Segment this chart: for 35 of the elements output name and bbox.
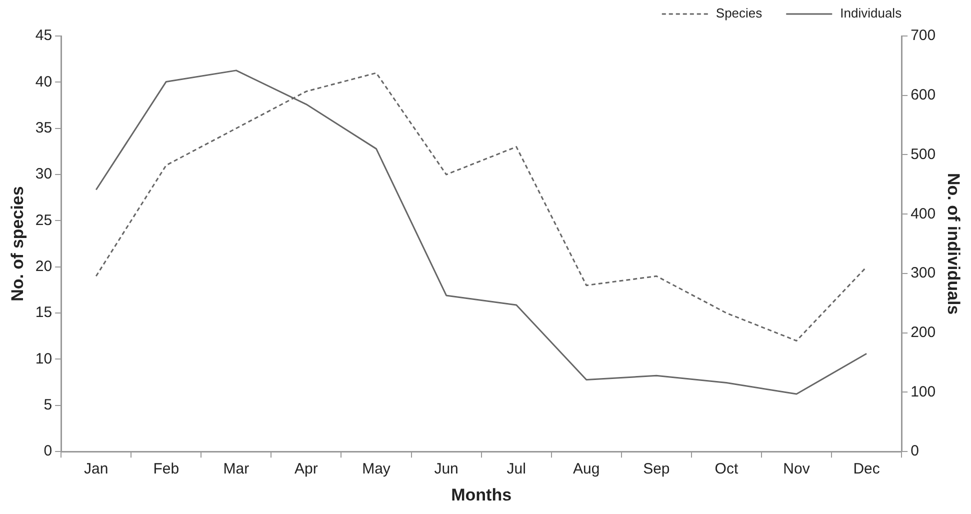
y-tick-label: 25 xyxy=(35,212,52,229)
y2-tick-label: 600 xyxy=(910,86,936,104)
y-tick-label: 35 xyxy=(35,119,52,136)
y2-axis-title: No. of individuals xyxy=(944,172,964,315)
y-tick-label: 20 xyxy=(35,258,52,276)
y-tick-label: 40 xyxy=(35,73,52,90)
y-tick-label: 45 xyxy=(35,27,52,44)
x-tick-label: May xyxy=(362,460,391,478)
x-tick-label: Aug xyxy=(573,460,600,478)
x-tick-label: Nov xyxy=(783,460,810,478)
x-tick-label: Apr xyxy=(294,460,318,478)
x-tick-label: Mar xyxy=(223,460,250,478)
y-tick-label: 10 xyxy=(35,350,52,368)
y2-tick-label: 700 xyxy=(910,27,936,44)
legend-label: Individuals xyxy=(840,6,902,21)
y2-tick-label: 200 xyxy=(910,324,936,341)
y2-tick-label: 0 xyxy=(910,442,919,460)
x-tick-label: Jan xyxy=(84,460,108,478)
y2-tick-label: 100 xyxy=(910,383,936,400)
y2-tick-label: 500 xyxy=(910,146,936,163)
y-tick-label: 5 xyxy=(44,396,52,414)
y2-tick-label: 400 xyxy=(910,205,936,222)
x-tick-label: Oct xyxy=(714,460,739,478)
x-tick-label: Feb xyxy=(153,460,180,478)
y-tick-label: 15 xyxy=(35,304,52,322)
y2-tick-label: 300 xyxy=(910,264,936,282)
y-tick-label: 0 xyxy=(44,442,52,460)
legend-label: Species xyxy=(716,6,763,21)
x-axis-title: Months xyxy=(451,485,512,504)
y-axis-title: No. of species xyxy=(8,186,27,302)
x-tick-label: Jul xyxy=(506,460,526,478)
x-tick-label: Sep xyxy=(643,460,670,478)
y-tick-label: 30 xyxy=(35,166,52,183)
x-tick-label: Jun xyxy=(434,460,458,478)
x-tick-label: Dec xyxy=(853,460,880,478)
